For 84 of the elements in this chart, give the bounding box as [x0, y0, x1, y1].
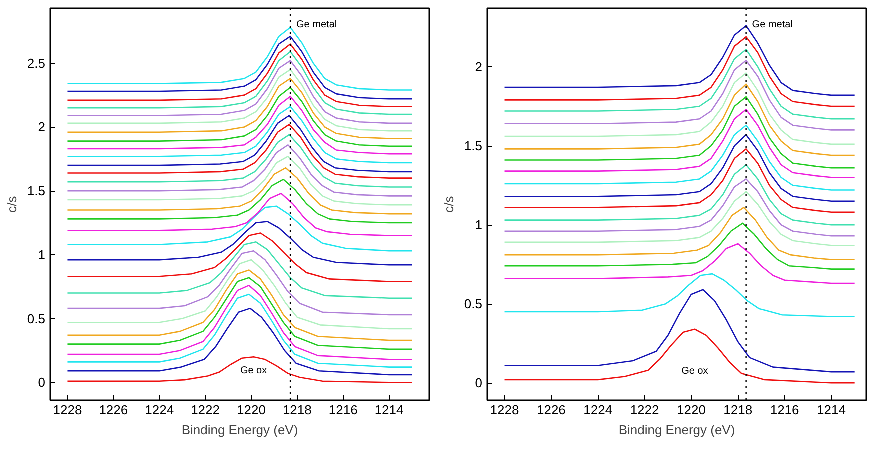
x-tick-label: 1228 — [490, 402, 520, 418]
line-series — [504, 109, 856, 178]
line-series — [67, 96, 413, 155]
line-series — [504, 178, 856, 237]
y-tick-label: 0 — [38, 375, 46, 390]
line-series — [67, 106, 413, 164]
line-series — [67, 156, 413, 206]
line-series — [504, 222, 856, 270]
line-series — [67, 115, 413, 173]
line-series — [504, 124, 856, 191]
x-tick-label: 1214 — [374, 402, 404, 418]
line-series — [67, 60, 413, 124]
x-tick-label: 1216 — [770, 402, 800, 418]
y-tick-label: 2.5 — [27, 56, 46, 71]
y-axis-title: c/s — [441, 196, 456, 213]
x-axis-title: Binding Energy (eV) — [182, 422, 298, 438]
line-series — [504, 36, 856, 108]
annotation: Ge ox — [682, 366, 708, 378]
line-series — [504, 84, 856, 156]
line-series — [504, 60, 856, 131]
line-series — [504, 72, 856, 146]
y-tick-label: 1 — [38, 247, 46, 262]
line-series — [67, 294, 413, 368]
y-axis-title: c/s — [4, 196, 20, 213]
x-tick-label: 1218 — [282, 402, 312, 418]
line-series — [67, 356, 413, 384]
ref-line-label: Ge metal — [752, 20, 793, 30]
line-series — [67, 221, 413, 266]
line-series — [67, 242, 413, 299]
y-tick-label: 0 — [475, 376, 483, 391]
ref-line-label: Ge metal — [296, 20, 338, 30]
x-tick-label: 1216 — [328, 402, 358, 418]
line-series — [67, 284, 413, 360]
line-series — [67, 232, 413, 282]
line-series — [504, 243, 856, 284]
x-tick-label: 1222 — [191, 402, 220, 418]
x-axis-title: Binding Energy (eV) — [618, 422, 736, 438]
x-tick-label: 1226 — [536, 402, 566, 418]
line-series — [504, 96, 856, 169]
line-series — [504, 191, 856, 246]
line-series — [67, 167, 413, 215]
x-tick-label: 1224 — [145, 402, 174, 418]
line-series — [504, 273, 856, 318]
line-series — [504, 207, 856, 260]
y-tick-label: 1 — [475, 218, 483, 233]
line-series — [504, 48, 856, 120]
line-series — [67, 134, 413, 188]
line-series — [504, 134, 856, 202]
line-series — [67, 250, 413, 316]
line-series — [67, 87, 413, 148]
line-series — [67, 270, 413, 342]
x-tick-label: 1228 — [53, 402, 82, 418]
line-series — [67, 178, 413, 224]
y-tick-label: 1.5 — [464, 138, 483, 154]
line-series — [67, 259, 413, 330]
line-series — [67, 192, 413, 236]
line-series — [504, 148, 856, 214]
line-series — [67, 78, 413, 140]
line-series — [504, 328, 856, 384]
line-series — [67, 44, 413, 108]
line-series — [67, 308, 413, 376]
line-series — [67, 206, 413, 252]
line-series — [67, 51, 413, 116]
x-tick-label: 1222 — [630, 402, 660, 418]
line-series — [504, 164, 856, 226]
y-tick-label: 0.5 — [27, 311, 46, 326]
line-series — [67, 144, 413, 197]
x-tick-label: 1214 — [817, 402, 846, 418]
y-tick-label: 2 — [475, 59, 483, 74]
y-tick-label: 1.5 — [27, 184, 46, 199]
y-tick-label: 2 — [38, 120, 46, 135]
x-tick-label: 1226 — [99, 402, 128, 418]
x-tick-label: 1224 — [584, 402, 613, 418]
line-series — [67, 27, 413, 91]
line-series — [504, 289, 856, 373]
x-tick-label: 1220 — [237, 402, 266, 418]
x-tick-label: 1220 — [677, 402, 706, 418]
y-tick-label: 0.5 — [464, 296, 483, 312]
line-series — [67, 277, 413, 350]
line-series — [67, 124, 413, 179]
line-series — [67, 69, 413, 132]
annotation: Ge ox — [240, 366, 268, 377]
line-series — [67, 36, 413, 100]
x-tick-label: 1218 — [724, 402, 753, 418]
